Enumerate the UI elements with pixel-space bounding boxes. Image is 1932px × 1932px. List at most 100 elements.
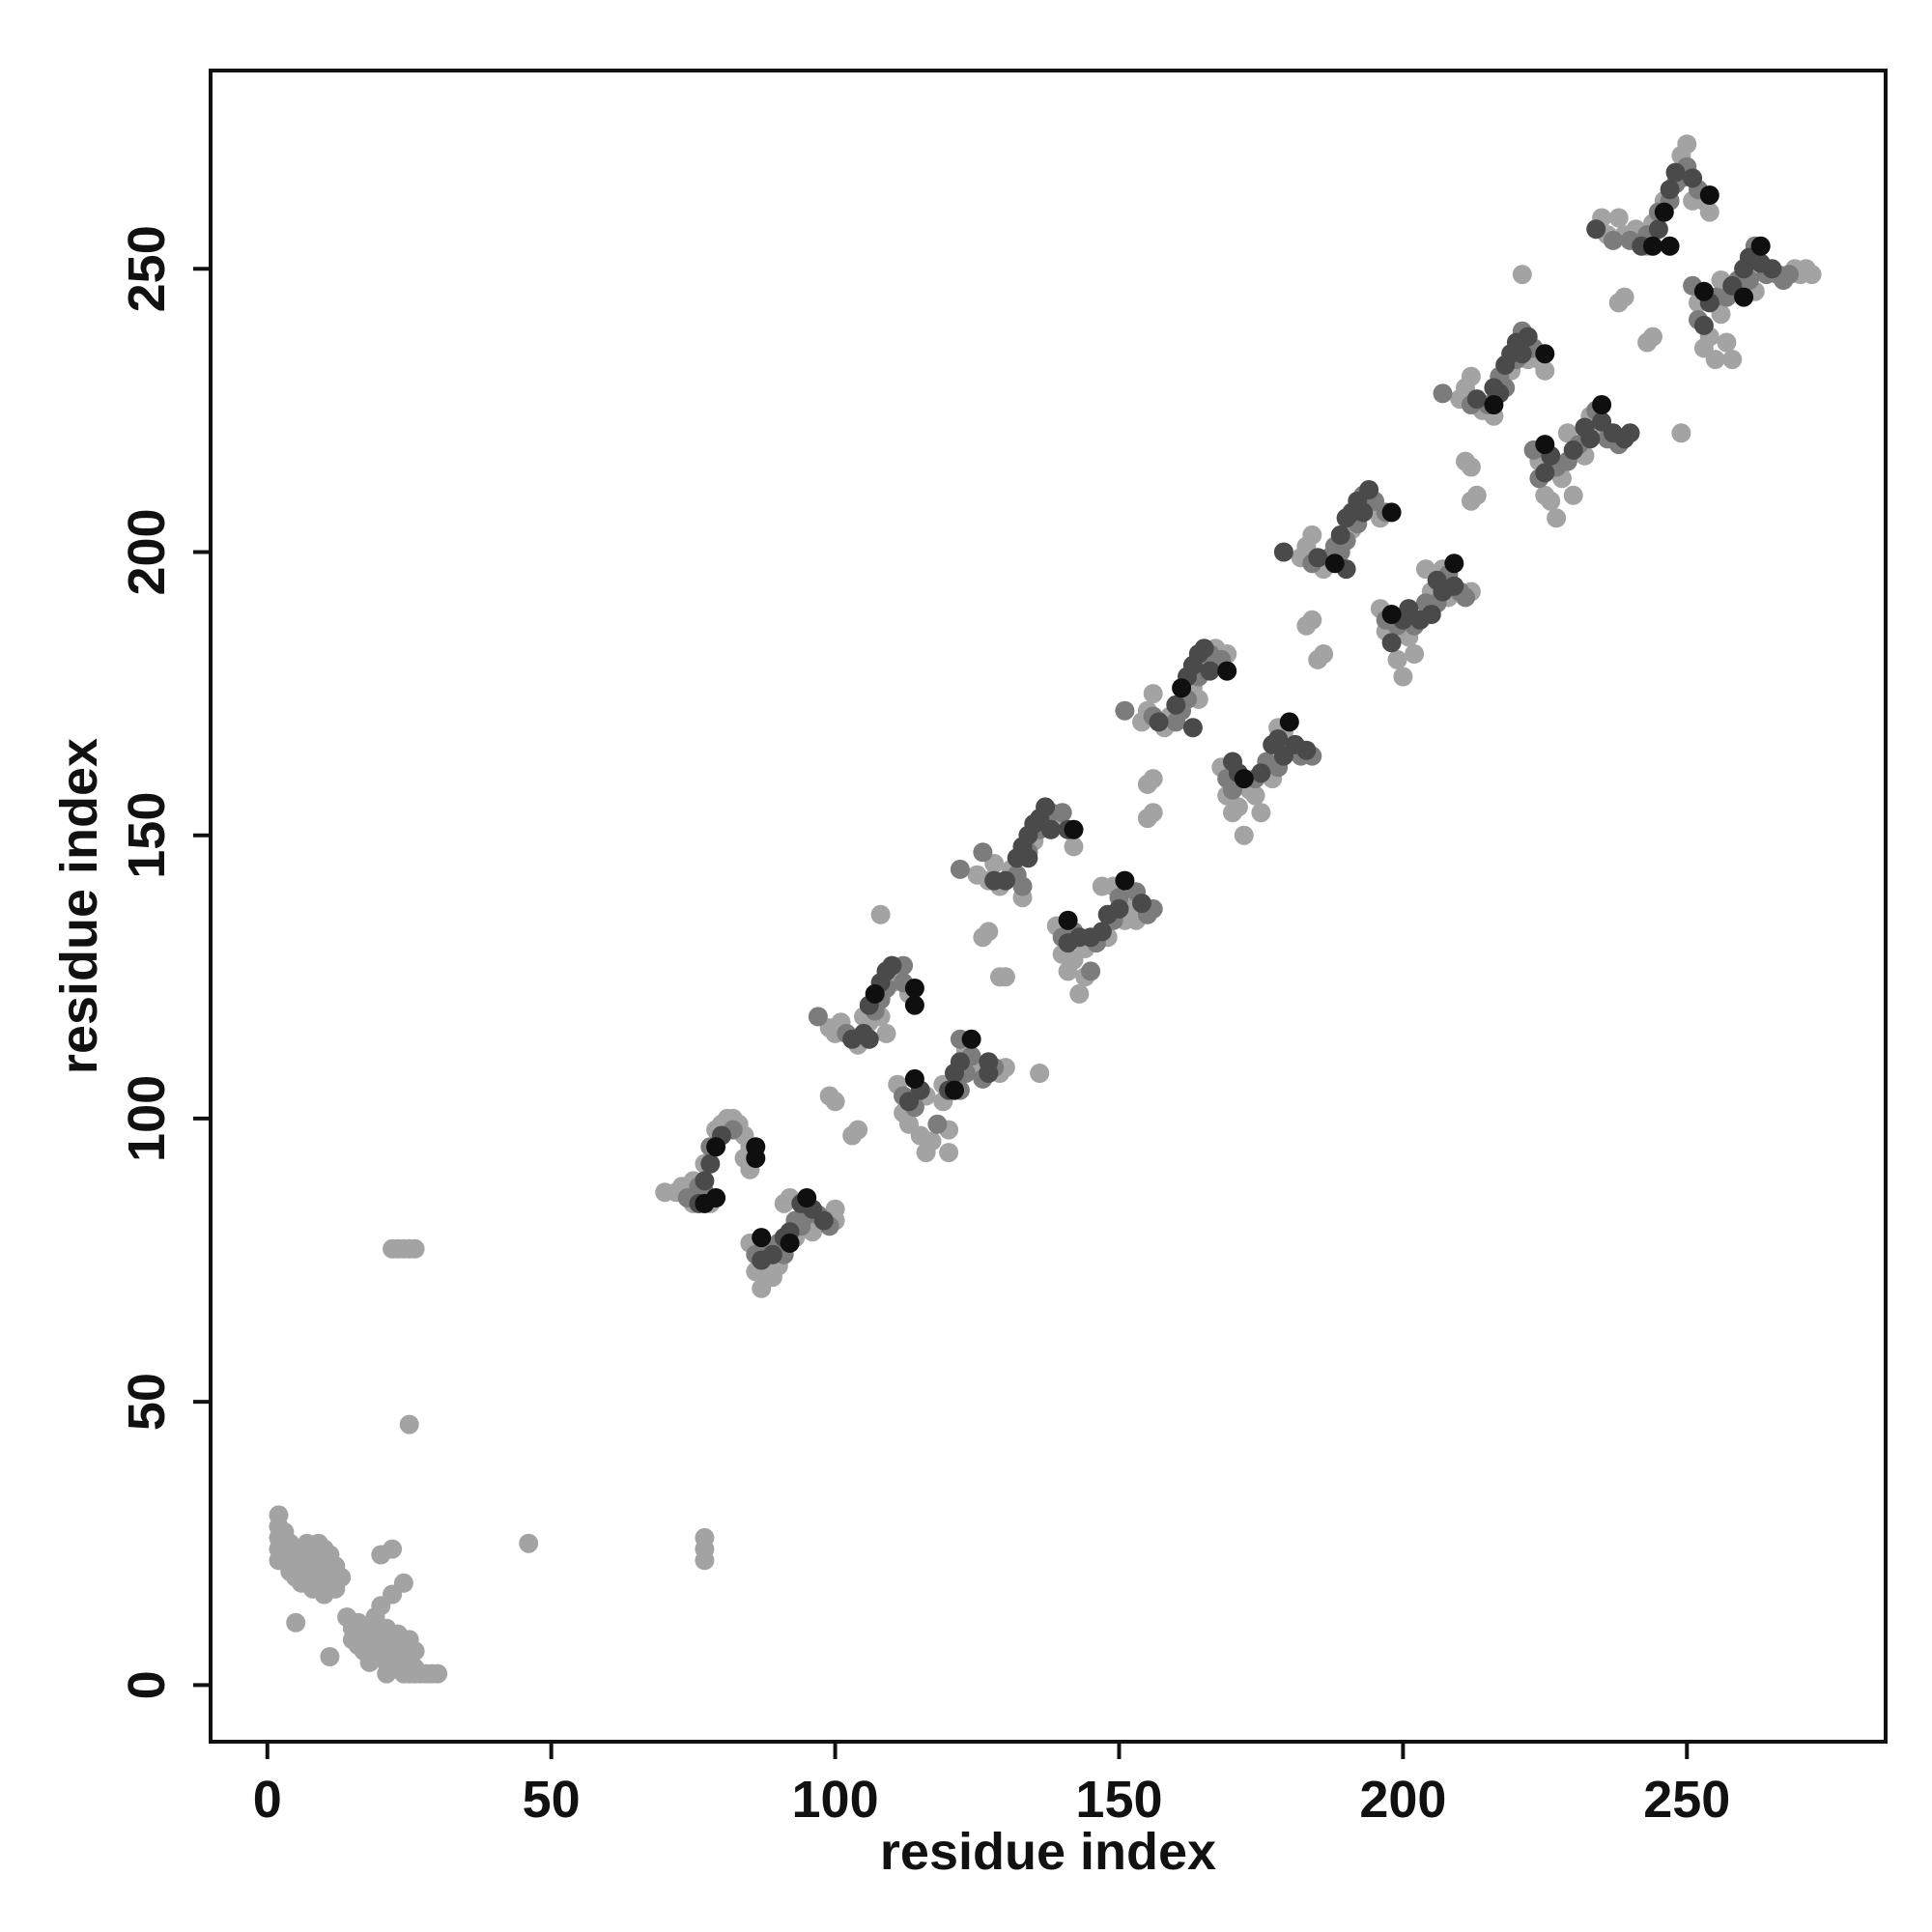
data-point — [1535, 360, 1555, 381]
x-tick-label: 200 — [1359, 1771, 1446, 1829]
data-point — [1677, 134, 1697, 155]
data-point — [1421, 605, 1441, 624]
data-point — [780, 1233, 800, 1253]
data-point — [1461, 366, 1481, 386]
data-point — [1058, 910, 1078, 930]
data-point — [1699, 202, 1719, 222]
data-point — [1512, 344, 1532, 364]
data-point — [1603, 230, 1623, 250]
data-point — [1466, 389, 1487, 410]
x-axis: 0 50 100 150 200 250 — [253, 1742, 1730, 1829]
data-point — [1359, 480, 1379, 499]
data-point — [1614, 287, 1634, 307]
data-point — [1194, 639, 1214, 659]
data-point — [399, 1414, 419, 1435]
data-point — [1234, 825, 1254, 845]
data-point — [904, 995, 924, 1015]
data-point — [1433, 384, 1453, 404]
data-point — [1393, 667, 1413, 687]
data-point — [870, 904, 891, 924]
data-point — [1381, 633, 1402, 653]
y-tick-label: 200 — [118, 508, 176, 595]
data-point — [1586, 219, 1606, 240]
data-point — [331, 1567, 352, 1587]
data-point — [1273, 542, 1293, 562]
data-point — [1308, 548, 1328, 568]
data-point — [1296, 740, 1317, 760]
data-point — [695, 1171, 715, 1191]
data-point — [1172, 678, 1192, 698]
data-point — [405, 1641, 425, 1662]
data-point — [1535, 463, 1555, 483]
data-point — [1143, 803, 1163, 823]
data-point — [950, 1052, 970, 1072]
data-point — [825, 1092, 845, 1112]
data-point — [1381, 605, 1402, 624]
data-point — [1518, 327, 1538, 347]
data-point — [1200, 661, 1220, 681]
data-point — [1040, 819, 1061, 839]
data-point — [1234, 769, 1254, 789]
data-point — [1182, 718, 1203, 738]
data-point — [1251, 803, 1271, 823]
data-point — [1092, 876, 1112, 896]
data-point — [1012, 876, 1033, 896]
data-point — [876, 1023, 896, 1043]
y-tick-label: 100 — [118, 1075, 176, 1162]
data-point — [979, 1052, 999, 1072]
data-point — [922, 1131, 942, 1151]
data-point — [1251, 763, 1271, 783]
data-point — [1484, 395, 1504, 414]
data-point — [1245, 785, 1265, 806]
data-point — [904, 979, 924, 998]
data-point — [1802, 265, 1822, 285]
data-point — [1665, 162, 1686, 183]
data-point — [1081, 961, 1101, 981]
data-point — [1722, 350, 1743, 370]
data-point — [1693, 281, 1714, 301]
data-point — [1660, 236, 1680, 256]
data-point — [393, 1573, 413, 1593]
data-point — [1324, 554, 1345, 574]
data-point — [1620, 423, 1640, 443]
data-point — [1109, 898, 1129, 919]
data-point — [950, 859, 970, 879]
y-tick-label: 50 — [118, 1373, 176, 1431]
data-point — [1643, 327, 1662, 347]
data-point — [1762, 259, 1782, 279]
data-point — [286, 1612, 306, 1633]
data-point — [1660, 180, 1680, 200]
x-tick-label: 0 — [253, 1771, 282, 1829]
data-point — [865, 983, 885, 1004]
data-point — [1228, 797, 1248, 817]
data-point — [762, 1244, 782, 1264]
y-tick-label: 150 — [118, 792, 176, 879]
data-point — [1535, 435, 1555, 455]
data-point — [1115, 870, 1135, 891]
data-point — [1654, 202, 1674, 222]
data-point — [1166, 695, 1186, 715]
data-point — [1734, 287, 1754, 307]
y-tick-label: 250 — [118, 225, 176, 312]
data-point — [700, 1153, 721, 1174]
data-point — [961, 1029, 981, 1049]
data-point — [927, 1114, 948, 1134]
data-point — [1466, 485, 1487, 505]
data-point — [519, 1533, 539, 1553]
data-point — [706, 1137, 726, 1157]
data-point — [882, 955, 902, 976]
data-point — [1444, 554, 1464, 574]
data-point — [1132, 894, 1151, 914]
data-point — [746, 1137, 766, 1157]
data-point — [428, 1663, 448, 1684]
x-tick-label: 150 — [1075, 1771, 1162, 1829]
data-point — [1541, 491, 1561, 511]
data-point — [1302, 610, 1322, 630]
data-point — [405, 1238, 425, 1259]
data-point — [1387, 649, 1407, 669]
data-point — [1592, 395, 1612, 414]
data-point — [1330, 525, 1350, 545]
data-point — [1648, 219, 1668, 240]
x-axis-title: residue index — [880, 1823, 1216, 1881]
data-point — [1302, 525, 1322, 545]
